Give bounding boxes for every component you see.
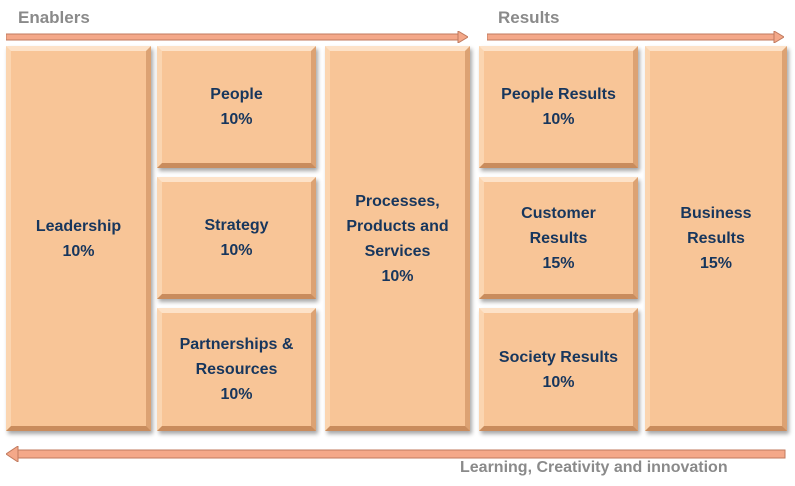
people-percent: 10% xyxy=(220,111,253,128)
partnerships-percent: 10% xyxy=(220,386,253,403)
learning-caption: Learning, Creativity and innovation xyxy=(460,459,728,476)
society-results-box: Society Results 10% xyxy=(479,308,638,431)
learning-arrow xyxy=(6,446,786,462)
leadership-box: Leadership 10% xyxy=(6,46,151,431)
leadership-percent: 10% xyxy=(62,242,95,260)
strategy-box: Strategy 10% xyxy=(157,177,316,299)
people-results-label: People Results xyxy=(501,86,616,103)
strategy-percent: 10% xyxy=(220,242,253,259)
society-results-label: Society Results xyxy=(498,348,619,366)
processes-percent: 10% xyxy=(381,267,414,285)
customer-results-box: Customer Results 15% xyxy=(479,177,638,299)
enablers-arrow xyxy=(6,31,468,43)
processes-label-line1: Processes, xyxy=(355,192,440,210)
leadership-label: Leadership xyxy=(35,217,122,235)
customer-results-label-line2: Results xyxy=(529,229,588,247)
business-results-label-line2: Results xyxy=(687,230,745,247)
results-heading: Results xyxy=(498,8,560,27)
enablers-heading: Enablers xyxy=(18,8,90,27)
customer-results-percent: 15% xyxy=(542,254,575,272)
partnerships-box: Partnerships & Resources 10% xyxy=(157,308,316,431)
people-results-box: People Results 10% xyxy=(479,46,638,168)
people-results-percent: 10% xyxy=(542,111,575,128)
people-label: People xyxy=(210,86,263,103)
processes-box: Processes, Products and Services 10% xyxy=(325,46,470,431)
society-results-percent: 10% xyxy=(542,373,575,391)
results-arrow xyxy=(487,31,784,43)
customer-results-label-line1: Customer xyxy=(521,204,596,222)
processes-label-line3: Services xyxy=(364,242,431,260)
strategy-label: Strategy xyxy=(204,217,269,234)
business-results-label-line1: Business xyxy=(680,205,752,222)
business-results-percent: 15% xyxy=(699,255,732,272)
people-box: People 10% xyxy=(157,46,316,168)
business-results-box: Business Results 15% xyxy=(645,46,787,431)
processes-label-line2: Products and xyxy=(346,217,449,235)
partnerships-label-line2: Resources xyxy=(195,361,278,378)
partnerships-label-line1: Partnerships & xyxy=(179,336,294,353)
